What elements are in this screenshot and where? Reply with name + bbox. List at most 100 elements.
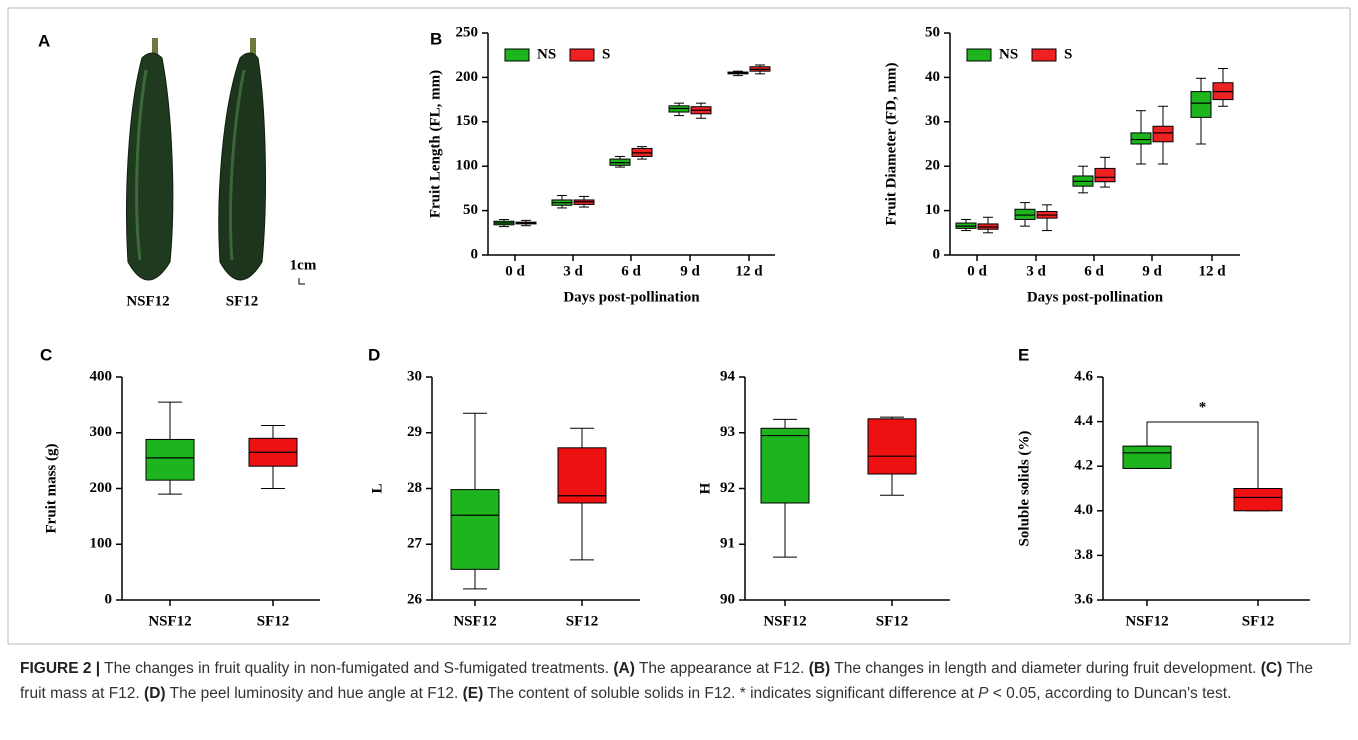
figure: A B C D E NSF12 SF12 1cm 050100150200250…: [7, 7, 1351, 645]
x-tick-label: 6 d: [1084, 263, 1104, 279]
legend-label: NS: [537, 46, 556, 62]
x-tick-label: 3 d: [563, 263, 583, 279]
x-tick-label: 12 d: [1198, 263, 1226, 279]
y-tick-label: 300: [90, 424, 113, 440]
y-tick-label: 0: [105, 591, 113, 607]
y-tick-label: 150: [456, 113, 479, 129]
significance-mark: *: [1199, 399, 1207, 415]
box: [1122, 445, 1172, 469]
caption-text: < 0.05, according to Duncan's test.: [988, 685, 1232, 702]
y-axis-label: H: [697, 482, 713, 494]
legend-label: S: [1064, 46, 1072, 62]
x-tick-label: SF12: [876, 613, 909, 629]
caption-text: The content of soluble solids in F12. * …: [483, 685, 979, 702]
caption-text: The appearance at F12.: [634, 660, 809, 677]
y-tick-label: 10: [925, 202, 940, 218]
x-axis-label: Days post-pollination: [563, 289, 700, 305]
y-axis-label: Fruit Diameter (FD, mm): [883, 63, 899, 226]
y-tick-label: 250: [456, 24, 479, 40]
y-tick-label: 92: [720, 480, 735, 496]
x-tick-label: NSF12: [1125, 613, 1168, 629]
scale-label: 1cm: [290, 257, 317, 273]
y-tick-label: 30: [925, 113, 940, 129]
stem: [250, 38, 256, 58]
y-tick-label: 50: [463, 202, 478, 218]
y-axis-label: Soluble solids (%): [1016, 431, 1032, 547]
x-tick-label: NSF12: [148, 613, 191, 629]
y-tick-label: 4.4: [1074, 413, 1093, 429]
y-tick-label: 40: [925, 69, 940, 85]
y-tick-label: 3.8: [1074, 547, 1093, 563]
panel-letter: E: [1018, 345, 1029, 364]
x-tick-label: NSF12: [453, 613, 496, 629]
panel-letter: C: [40, 345, 52, 364]
y-tick-label: 400: [90, 368, 113, 384]
y-tick-label: 28: [407, 480, 422, 496]
legend-label: S: [602, 46, 610, 62]
y-tick-label: 0: [933, 246, 941, 262]
photo-label: NSF12: [126, 293, 169, 309]
caption-text: P: [978, 685, 989, 702]
caption-text: The changes in fruit quality in non-fumi…: [100, 660, 614, 677]
legend-swatch: [504, 48, 530, 62]
scale-bar: [298, 278, 305, 285]
box: [1130, 132, 1152, 145]
y-axis-label: Fruit Length (FL, mm): [427, 70, 443, 218]
y-tick-label: 29: [407, 424, 422, 440]
caption: FIGURE 2 | The changes in fruit quality …: [20, 656, 1340, 706]
panel-letter: B: [430, 29, 442, 48]
box: [557, 447, 607, 504]
cucumber: [126, 52, 174, 281]
caption-text: The peel luminosity and hue angle at F12…: [165, 685, 463, 702]
panel-letter: D: [368, 345, 380, 364]
legend-swatch: [966, 48, 992, 62]
caption-text: (E): [462, 685, 484, 702]
y-tick-label: 0: [471, 246, 479, 262]
figure-border: [7, 7, 1351, 645]
cucumber-photo: [126, 38, 266, 281]
y-tick-label: 91: [720, 536, 735, 552]
y-axis-label: L: [369, 483, 385, 493]
x-tick-label: 9 d: [680, 263, 700, 279]
x-tick-label: 9 d: [1142, 263, 1162, 279]
x-tick-label: SF12: [1242, 613, 1275, 629]
box: [1152, 125, 1174, 143]
y-tick-label: 90: [720, 591, 735, 607]
highlight: [229, 69, 246, 261]
stem: [152, 38, 158, 58]
y-tick-label: 3.6: [1074, 591, 1093, 607]
caption-text: (D): [144, 685, 166, 702]
x-axis-label: Days post-pollination: [1027, 289, 1164, 305]
x-tick-label: 12 d: [735, 263, 763, 279]
x-tick-label: 0 d: [967, 263, 987, 279]
box: [760, 427, 810, 504]
caption-text: FIGURE 2 |: [20, 660, 101, 677]
x-tick-label: NSF12: [763, 613, 806, 629]
legend-label: NS: [999, 46, 1018, 62]
y-tick-label: 20: [925, 158, 940, 174]
y-tick-label: 200: [90, 480, 113, 496]
box: [1190, 91, 1212, 118]
y-tick-label: 26: [407, 591, 423, 607]
x-tick-label: 3 d: [1026, 263, 1046, 279]
y-tick-label: 4.6: [1074, 368, 1093, 384]
box: [867, 418, 917, 475]
x-tick-label: SF12: [257, 613, 290, 629]
x-tick-label: SF12: [566, 613, 599, 629]
legend-swatch: [1031, 48, 1057, 62]
caption-text: (A): [613, 660, 635, 677]
highlight: [135, 69, 148, 261]
caption-text: (C): [1260, 660, 1283, 677]
y-tick-label: 4.0: [1074, 502, 1093, 518]
y-axis-label: Fruit mass (g): [43, 444, 59, 534]
y-tick-label: 93: [720, 424, 735, 440]
y-tick-label: 94: [720, 368, 736, 384]
y-tick-label: 4.2: [1074, 458, 1093, 474]
box: [1233, 488, 1283, 512]
panel-letter: A: [38, 31, 50, 50]
legend-swatch: [569, 48, 595, 62]
y-tick-label: 100: [456, 158, 479, 174]
caption-text: The changes in length and diameter durin…: [830, 660, 1261, 677]
y-tick-label: 100: [90, 536, 113, 552]
